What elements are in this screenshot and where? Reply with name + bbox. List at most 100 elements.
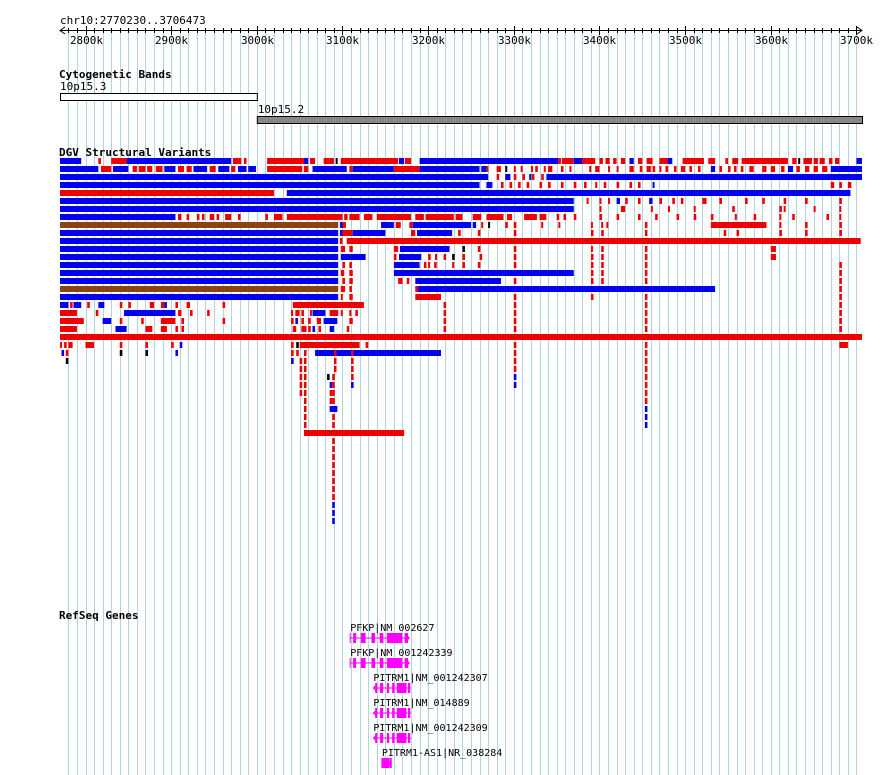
- gene-exon: [353, 633, 357, 643]
- cnv-feature: [340, 246, 346, 252]
- cnv-feature: [318, 326, 322, 332]
- cnv-feature: [805, 222, 808, 228]
- cnv-feature: [822, 166, 828, 172]
- cnv-feature: [590, 230, 594, 236]
- cnv-feature: [340, 254, 366, 260]
- cnv-feature: [644, 382, 648, 388]
- cnv-feature: [303, 406, 307, 412]
- cnv-feature: [434, 262, 437, 268]
- dgv-track-title: DGV Structural Variants: [59, 146, 211, 159]
- cnv-feature: [644, 342, 648, 348]
- cnv-feature: [309, 158, 316, 164]
- cnv-feature: [783, 206, 786, 212]
- cytoband: [256, 116, 864, 124]
- cnv-feature: [303, 366, 307, 372]
- cnv-feature: [181, 326, 185, 332]
- cnv-feature: [509, 182, 513, 188]
- ruler-tick-label: 3400k: [583, 34, 616, 47]
- cnv-feature: [349, 318, 353, 324]
- cnv-feature: [308, 326, 311, 332]
- ruler-left-arrow-icon: [59, 26, 66, 35]
- cnv-feature: [286, 214, 343, 220]
- cnv-feature: [342, 230, 353, 236]
- gene-exon: [380, 733, 384, 743]
- cnv-feature: [303, 398, 307, 404]
- cnv-feature: [638, 214, 641, 220]
- cnv-feature: [646, 158, 653, 164]
- gene-exon: [375, 708, 378, 718]
- cnv-feature: [601, 278, 604, 284]
- cnv-feature: [316, 318, 322, 324]
- cnv-feature: [513, 326, 517, 332]
- gene-exon: [384, 758, 387, 768]
- cnv-feature: [770, 254, 776, 260]
- cnv-feature: [175, 302, 179, 308]
- cnv-feature: [745, 198, 748, 204]
- gene-exon: [404, 658, 409, 668]
- cytoband-label: 10p15.3: [60, 80, 106, 93]
- cnv-feature: [839, 262, 842, 268]
- cnv-feature: [231, 166, 236, 172]
- cyto-track-title: Cytogenetic Bands: [59, 68, 172, 81]
- cnv-feature: [839, 214, 842, 220]
- cnv-feature: [128, 302, 131, 308]
- cnv-feature: [138, 166, 146, 172]
- cytoband-track[interactable]: 10p15.3 10p15.2: [60, 80, 864, 124]
- cnv-feature: [68, 310, 77, 316]
- cnv-feature: [60, 262, 339, 268]
- cnv-feature: [376, 214, 412, 220]
- refseq-track-title: RefSeq Genes: [59, 609, 138, 622]
- cnv-feature: [332, 510, 335, 516]
- cnv-feature: [327, 374, 330, 380]
- cnv-feature: [813, 206, 816, 212]
- cnv-feature: [839, 302, 842, 308]
- cnv-feature: [826, 214, 830, 220]
- gene-exon: [404, 633, 409, 643]
- locus-label: chr10:2770230..3706473: [60, 14, 206, 27]
- cnv-feature: [329, 382, 333, 388]
- cnv-feature: [303, 166, 309, 172]
- cnv-feature: [496, 174, 500, 180]
- ruler-tick-label: 2900k: [155, 34, 188, 47]
- cnv-feature: [805, 198, 808, 204]
- cnv-feature: [60, 222, 339, 228]
- dgv-track[interactable]: [60, 158, 862, 524]
- cnv-feature: [805, 230, 808, 236]
- cnv-feature: [70, 302, 73, 308]
- cnv-feature: [190, 310, 193, 316]
- cnv-feature: [60, 230, 339, 236]
- cnv-feature: [425, 214, 454, 220]
- cnv-feature: [586, 158, 596, 164]
- cnv-feature: [477, 246, 481, 252]
- cnv-feature: [303, 382, 307, 388]
- cnv-feature: [349, 246, 353, 252]
- cnv-feature: [332, 430, 335, 436]
- cnv-feature: [351, 366, 354, 372]
- cnv-feature: [332, 414, 335, 420]
- cnv-feature: [333, 366, 337, 372]
- cnv-feature: [595, 182, 598, 188]
- cnv-feature: [124, 310, 176, 316]
- position-ruler[interactable]: 2800k 2900k 3000k 3100k 3200k 3300k 3400k 3500k…: [59, 26, 873, 47]
- cnv-feature: [393, 166, 420, 172]
- cnv-feature: [443, 326, 447, 332]
- cnv-feature: [462, 262, 465, 268]
- cnv-feature: [644, 350, 648, 356]
- cnv-feature: [349, 294, 353, 300]
- cnv-feature: [639, 166, 643, 172]
- cnv-feature: [202, 214, 205, 220]
- refseq-track[interactable]: PFKP|NM_002627 PFKP|NM_001242339 PITRM1|NM…: [349, 623, 502, 768]
- cnv-feature: [539, 214, 547, 220]
- cnv-feature: [222, 302, 226, 308]
- cnv-feature: [535, 166, 538, 172]
- cnv-feature: [513, 174, 517, 180]
- cnv-feature: [680, 166, 686, 172]
- gene-exon: [379, 658, 384, 668]
- cnv-feature: [428, 254, 431, 260]
- cnv-feature: [779, 214, 782, 220]
- cnv-feature: [385, 166, 394, 172]
- cnv-feature: [659, 198, 663, 204]
- cnv-feature: [830, 166, 862, 172]
- cnv-feature: [332, 518, 335, 524]
